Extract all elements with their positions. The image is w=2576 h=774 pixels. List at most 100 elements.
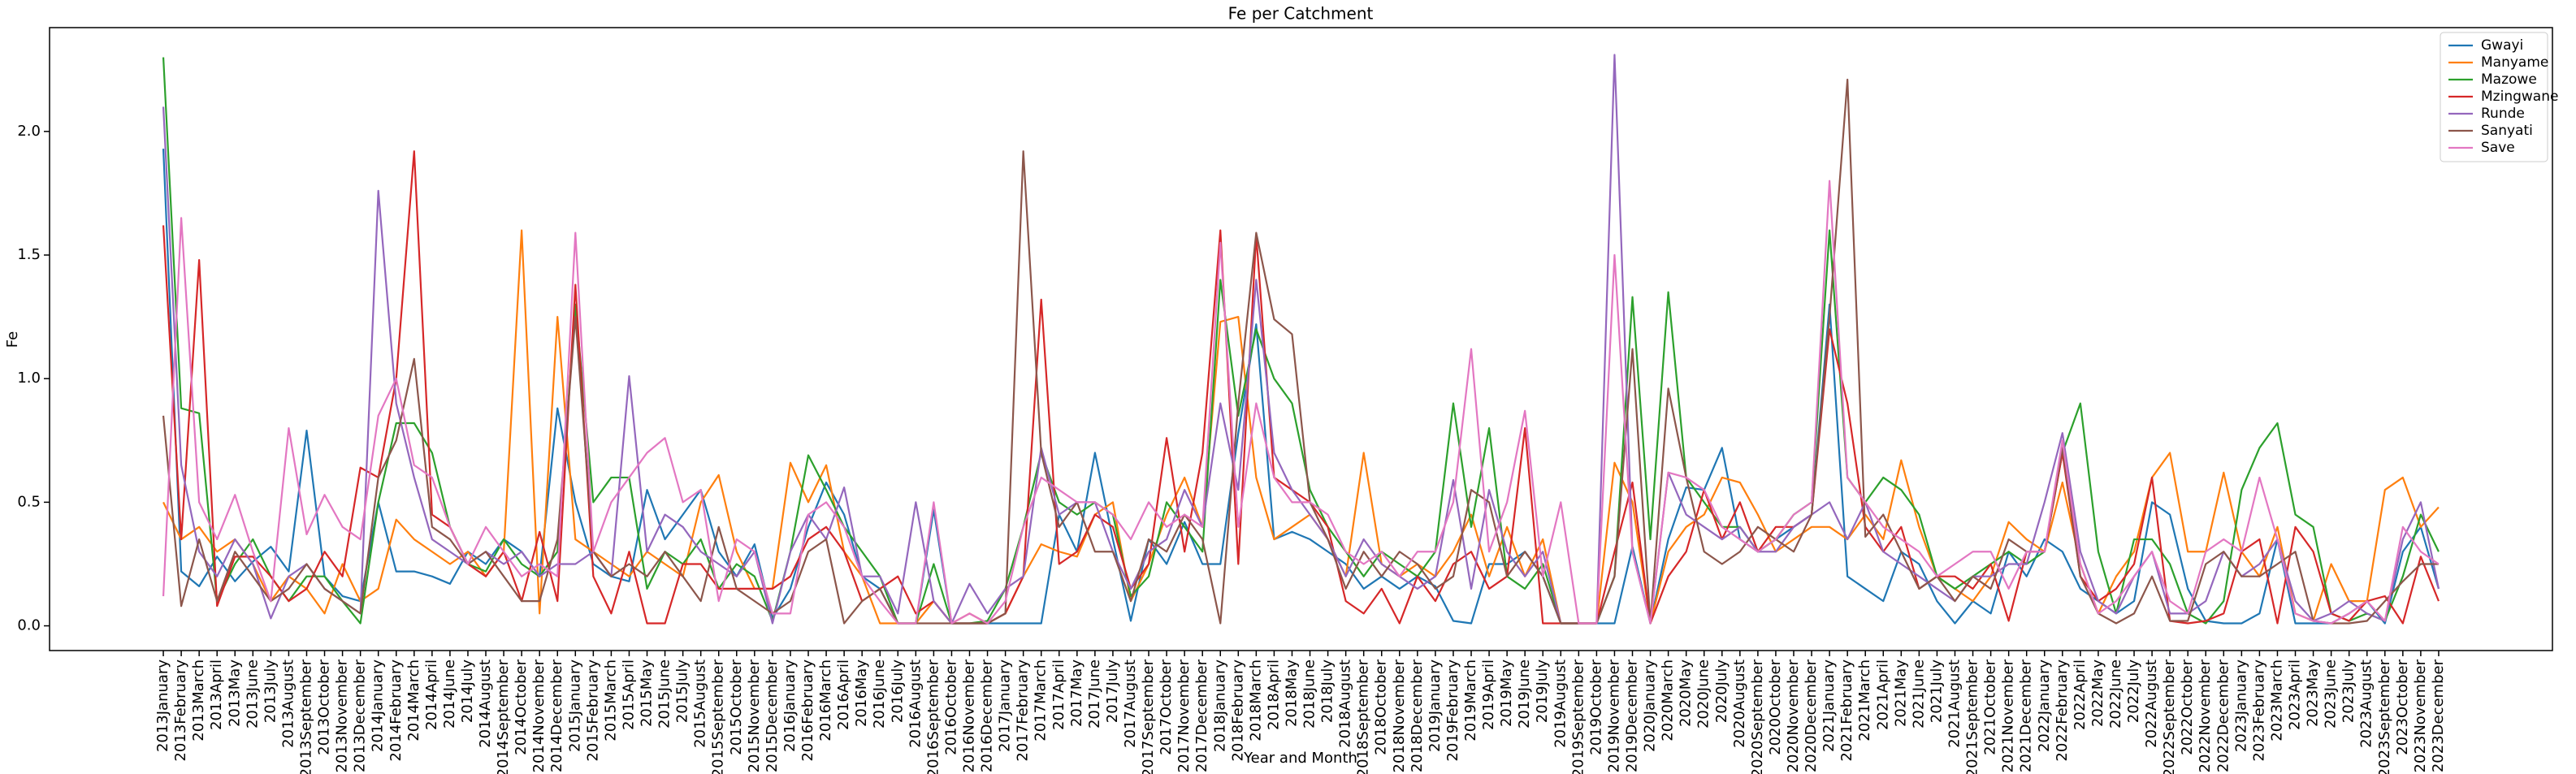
x-tick-label: 2016December [979, 659, 996, 772]
y-tick-label: 0.0 [17, 617, 41, 634]
x-tick-label: 2017May [1068, 659, 1085, 727]
x-tick-label: 2018March [1247, 659, 1264, 742]
x-tick-label: 2019June [1516, 659, 1533, 729]
y-tick-label: 1.0 [17, 370, 41, 387]
x-tick-label: 2016October [942, 659, 959, 755]
x-tick-label: 2020December [1803, 659, 1820, 772]
x-tick-label: 2021January [1821, 659, 1838, 752]
x-tick-label: 2017February [1015, 659, 1032, 762]
legend-label: Runde [2481, 106, 2525, 122]
x-axis-label: Year and Month [1243, 750, 1357, 767]
x-tick-label: 2017August [1122, 659, 1139, 748]
x-tick-label: 2016March [817, 659, 834, 742]
x-tick-label: 2019November [1605, 659, 1622, 772]
chart-title: Fe per Catchment [1228, 4, 1374, 24]
legend-label: Mazowe [2481, 71, 2537, 88]
x-tick-label: 2015September [710, 659, 727, 774]
x-tick-label: 2019January [1427, 659, 1444, 752]
x-tick-label: 2018February [1229, 659, 1246, 762]
x-tick-label: 2015December [764, 659, 781, 772]
x-tick-label: 2018August [1337, 659, 1354, 748]
x-tick-label: 2014January [370, 659, 387, 752]
x-tick-label: 2014July [459, 659, 476, 724]
x-tick-label: 2013August [279, 659, 297, 748]
x-tick-label: 2013May [226, 659, 243, 727]
legend-label: Sanyati [2481, 123, 2533, 139]
x-tick-label: 2023May [2305, 659, 2322, 727]
x-tick-label: 2021June [1910, 659, 1927, 729]
x-tick-label: 2021May [1892, 659, 1909, 727]
x-tick-label: 2022September [2161, 659, 2178, 774]
x-tick-label: 2013January [154, 659, 171, 752]
x-tick-label: 2015July [674, 659, 691, 724]
x-tick-label: 2023March [2268, 659, 2285, 742]
x-tick-label: 2016July [889, 659, 906, 724]
x-tick-label: 2021March [1856, 659, 1873, 742]
legend-label: Manyame [2481, 54, 2548, 71]
x-tick-label: 2016September [924, 659, 942, 774]
x-tick-label: 2016January [781, 659, 799, 752]
x-tick-label: 2018June [1301, 659, 1318, 729]
x-tick-label: 2013December [352, 659, 369, 772]
series-line [162, 149, 2440, 625]
legend-label: Mzingwane [2481, 89, 2558, 105]
x-tick-label: 2018October [1373, 659, 1390, 755]
x-tick-label: 2018November [1391, 659, 1408, 772]
x-tick-label: 2015March [602, 659, 619, 742]
x-tick-label: 2017April [1050, 659, 1067, 730]
x-tick-label: 2021April [1874, 659, 1891, 730]
x-tick-label: 2019December [1624, 659, 1641, 772]
x-tick-label: 2017July [1104, 659, 1121, 724]
x-tick-label: 2020January [1642, 659, 1659, 752]
x-tick-label: 2016May [853, 659, 870, 727]
legend-label: Gwayi [2481, 37, 2523, 54]
x-tick-label: 2020November [1785, 659, 1802, 772]
x-tick-label: 2023December [2430, 659, 2447, 772]
x-tick-label: 2022January [2036, 659, 2053, 752]
y-tick-label: 1.5 [17, 246, 41, 263]
x-tick-label: 2015November [746, 659, 763, 772]
x-tick-label: 2020July [1713, 659, 1730, 724]
x-tick-label: 2015October [728, 659, 745, 755]
x-tick-label: 2014October [513, 659, 530, 755]
x-tick-label: 2023June [2323, 659, 2340, 729]
x-tick-label: 2017October [1158, 659, 1175, 755]
x-tick-label: 2015April [620, 659, 637, 730]
x-tick-label: 2023September [2376, 659, 2393, 774]
x-tick-label: 2019October [1587, 659, 1604, 755]
x-tick-label: 2013April [208, 659, 225, 730]
x-tick-label: 2022June [2107, 659, 2124, 729]
x-tick-label: 2013July [262, 659, 279, 724]
x-tick-label: 2022August [2143, 659, 2160, 748]
x-tick-label: 2014February [387, 659, 405, 762]
x-tick-label: 2020June [1695, 659, 1712, 729]
x-tick-label: 2021September [1964, 659, 1981, 774]
x-tick-label: 2021November [2000, 659, 2017, 772]
x-tick-label: 2019July [1534, 659, 1551, 724]
x-tick-label: 2017June [1086, 659, 1103, 729]
x-tick-label: 2014June [441, 659, 458, 729]
x-tick-label: 2020September [1749, 659, 1766, 774]
x-tick-label: 2014November [530, 659, 548, 772]
x-tick-label: 2018December [1409, 659, 1426, 772]
x-tick-label: 2023April [2287, 659, 2304, 730]
x-tick-label: 2022July [2125, 659, 2142, 724]
x-tick-label: 2022April [2072, 659, 2089, 730]
x-tick-label: 2015May [639, 659, 656, 727]
x-tick-label: 2018May [1283, 659, 1300, 727]
x-tick-label: 2013November [334, 659, 351, 772]
x-tick-label: 2014August [477, 659, 494, 748]
x-tick-label: 2023November [2412, 659, 2429, 772]
x-tick-label: 2022November [2197, 659, 2214, 772]
x-tick-label: 2023July [2340, 659, 2357, 724]
x-tick-label: 2016November [960, 659, 977, 772]
x-tick-label: 2013March [190, 659, 207, 742]
x-tick-label: 2019February [1444, 659, 1461, 762]
x-tick-label: 2020May [1678, 659, 1695, 727]
x-tick-label: 2020March [1660, 659, 1677, 742]
y-tick-label: 0.5 [17, 493, 41, 510]
legend-label: Save [2481, 140, 2515, 156]
x-tick-label: 2014April [423, 659, 440, 730]
series-line [162, 78, 2439, 625]
